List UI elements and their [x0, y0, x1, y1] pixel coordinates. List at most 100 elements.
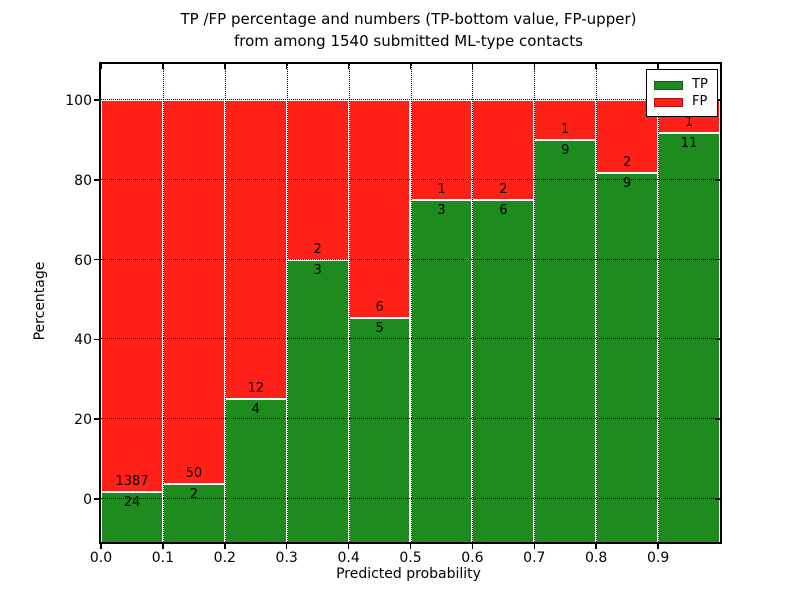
y-axis-label: Percentage [32, 261, 48, 341]
tp-count-label: 4 [251, 402, 260, 418]
x-axis-label: Predicted probability [336, 566, 481, 582]
x-tick-label: 0.5 [399, 550, 422, 566]
x-tick-mark [471, 542, 474, 549]
y-tick-mark-right [715, 258, 720, 261]
y-tick-mark [94, 418, 101, 420]
x-tick-mark [409, 542, 412, 549]
y-tick-label: 60 [74, 252, 92, 269]
tp-count-label: 11 [680, 136, 698, 152]
x-tick-mark-top [533, 64, 536, 69]
fp-bar-segment [472, 100, 535, 200]
v-gridline [224, 64, 226, 542]
x-tick-label: 0.1 [151, 550, 175, 566]
y-tick-mark [94, 99, 101, 101]
v-gridline [658, 64, 660, 542]
tp-count-label: 2 [189, 486, 199, 502]
plot-area: 1387 24 50 2 12 4 2 3 6 5 1 3 2 6 1 9 2 9 1 11 0 20 40 60 80 100… [65, 62, 722, 566]
x-tick-mark-top [100, 64, 102, 69]
y-tick-mark-right [715, 418, 720, 420]
tp-color-swatch-icon [654, 80, 683, 90]
y-tick-mark [94, 179, 101, 181]
tp-bar-segment [224, 399, 287, 542]
tp-count-label: 3 [437, 202, 446, 218]
x-tick-mark-top [162, 64, 164, 69]
y-tick-mark [94, 338, 101, 341]
x-tick-mark [224, 542, 226, 549]
y-tick-label: 0 [83, 492, 92, 508]
fp-color-swatch-icon [654, 97, 683, 107]
v-gridline [348, 64, 350, 542]
v-gridline [286, 64, 288, 542]
x-tick-mark [657, 542, 659, 549]
x-tick-mark [285, 542, 288, 549]
fp-count-label: 6 [375, 299, 384, 315]
fp-count-label: 1 [684, 115, 694, 131]
tp-count-label: 5 [375, 320, 384, 336]
legend-item-tp: TP [654, 77, 710, 93]
x-tick-mark-top [285, 64, 288, 69]
v-gridline [534, 64, 536, 542]
y-tick-label: 40 [74, 332, 92, 349]
fp-count-label: 2 [313, 241, 322, 257]
fp-count-label: 1387 [115, 474, 149, 490]
legend-label-fp: FP [692, 94, 708, 109]
x-tick-label: 0.6 [461, 550, 484, 566]
tp-bar-segment [101, 492, 163, 542]
tp-bar-segment [410, 199, 473, 542]
tp-bar-segment [472, 199, 535, 542]
tp-count-label: 9 [623, 175, 632, 191]
fp-bar-segment [348, 100, 411, 318]
x-tick-mark-top [595, 64, 597, 69]
tp-bar-segment [596, 172, 659, 542]
x-tick-mark [347, 542, 350, 549]
y-tick-mark-right [715, 179, 720, 181]
x-tick-mark-top [224, 64, 226, 69]
y-tick-mark [94, 498, 101, 500]
tp-bar-segment [534, 139, 597, 542]
x-tick-label: 0.0 [89, 550, 113, 566]
v-gridline [162, 64, 164, 542]
fp-bar-segment [410, 100, 473, 200]
chart-title: TP /FP percentage and numbers (TP-bottom… [99, 8, 718, 52]
x-tick-mark [100, 542, 102, 549]
legend-label-tp: TP [692, 77, 708, 92]
fp-bar-segment [286, 100, 349, 260]
v-gridline [596, 64, 598, 542]
chart-title-line-2: from among 1540 submitted ML-type contac… [234, 32, 583, 50]
tp-count-label: 6 [499, 202, 508, 218]
fp-count-label: 1 [437, 181, 446, 197]
fp-bar-segment [534, 100, 597, 140]
x-tick-mark-top [347, 64, 350, 69]
v-gridline [410, 64, 412, 542]
tp-count-label: 3 [313, 262, 322, 278]
tp-bar-segment [658, 133, 720, 542]
y-tick-label: 80 [74, 172, 92, 189]
tp-count-label: 9 [561, 142, 570, 158]
fp-count-label: 50 [185, 465, 203, 481]
tp-bar-segment [162, 483, 225, 542]
x-tick-label: 0.9 [646, 550, 670, 566]
x-tick-mark-top [657, 64, 659, 69]
legend-item-fp: FP [654, 94, 710, 110]
x-tick-mark-top [471, 64, 474, 69]
x-tick-mark-top [409, 64, 412, 69]
x-tick-mark [533, 542, 536, 549]
y-tick-label: 20 [74, 412, 92, 429]
x-tick-label: 0.8 [585, 550, 608, 566]
v-gridline [472, 64, 474, 542]
fp-count-label: 12 [247, 381, 265, 397]
fp-bar-segment [162, 100, 225, 484]
fp-bar-segment [101, 100, 163, 493]
y-tick-mark-right [715, 338, 720, 341]
y-tick-label: 100 [65, 93, 92, 109]
y-tick-mark-right [715, 498, 720, 500]
x-tick-label: 0.4 [337, 550, 360, 566]
x-tick-label: 0.7 [523, 550, 546, 566]
x-tick-mark [595, 542, 597, 549]
tp-bar-segment [286, 259, 349, 542]
x-tick-label: 0.2 [213, 550, 236, 566]
tp-count-label: 24 [123, 495, 141, 511]
fp-count-label: 1 [561, 121, 570, 137]
x-tick-mark [162, 542, 164, 549]
